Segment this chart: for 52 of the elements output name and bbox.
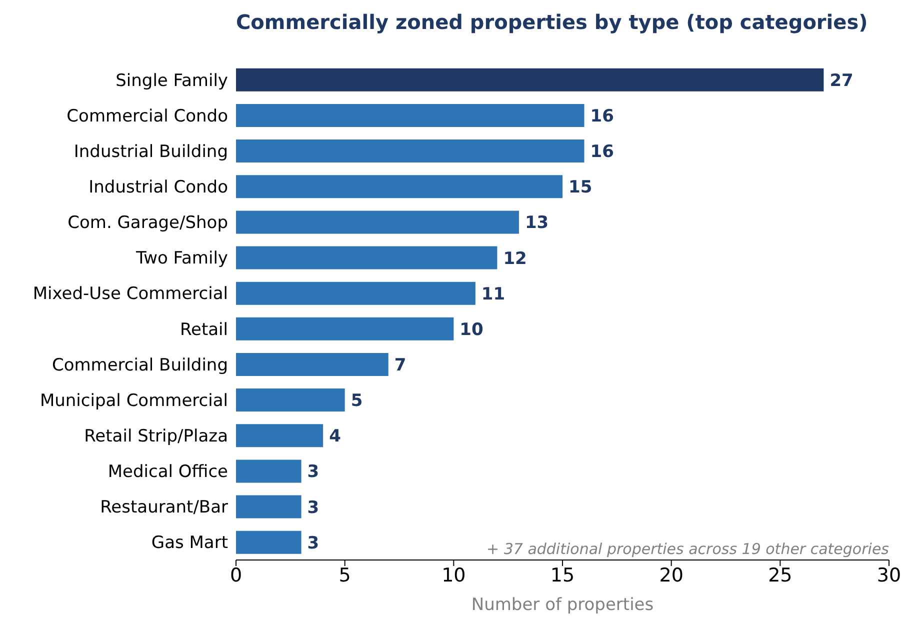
data-label: 15	[568, 178, 592, 198]
y-tick-label: Commercial Condo	[66, 106, 228, 126]
y-tick-label: Gas Mart	[151, 533, 228, 554]
data-label: 5	[350, 391, 363, 412]
data-label: 11	[481, 284, 506, 304]
data-label: 4	[329, 426, 342, 447]
data-label: 16	[590, 142, 614, 162]
chart-title: Commercially zoned properties by type (top categories)	[236, 10, 868, 34]
y-tick-label: Single Family	[116, 70, 228, 91]
bar	[236, 175, 562, 198]
x-tick-label: 5	[338, 564, 351, 586]
data-label: 13	[524, 213, 549, 234]
bar	[236, 424, 324, 448]
x-tick-label: 25	[768, 564, 792, 586]
bar	[236, 282, 476, 305]
bar	[236, 530, 302, 554]
data-label: 3	[307, 498, 320, 518]
bar	[236, 210, 519, 234]
data-label: 3	[307, 462, 320, 482]
y-tick-label: Industrial Building	[74, 142, 228, 162]
data-label: 10	[460, 320, 484, 340]
bar	[236, 317, 454, 340]
y-tick-label: Commercial Building	[52, 355, 228, 376]
y-tick-label: Two Family	[135, 248, 228, 269]
annotation: + 37 additional properties across 19 other categories	[486, 540, 889, 558]
y-tick-label: Municipal Commercial	[40, 390, 228, 411]
y-tick-label: Restaurant/Bar	[100, 498, 228, 518]
bar	[236, 246, 498, 270]
bar	[236, 104, 584, 127]
data-label: 27	[830, 70, 854, 91]
x-tick-label: 10	[442, 564, 466, 586]
x-tick-label: 0	[230, 564, 242, 586]
x-axis-title: Number of properties	[471, 595, 654, 615]
y-tick-label: Retail	[180, 320, 228, 340]
data-label: 7	[394, 356, 406, 376]
x-tick-label: 15	[550, 564, 575, 586]
y-tick-label: Com. Garage/Shop	[68, 213, 228, 234]
bar	[236, 460, 302, 483]
data-label: 16	[590, 106, 614, 127]
bar	[236, 352, 388, 376]
y-tick-label: Medical Office	[108, 462, 228, 482]
y-tick-label: Mixed-Use Commercial	[32, 284, 228, 304]
bar	[236, 495, 302, 518]
data-label: 3	[307, 533, 320, 554]
data-label: 12	[503, 248, 527, 269]
x-tick-label: 30	[876, 564, 902, 586]
bar	[236, 140, 584, 163]
y-tick-label: Retail Strip/Plaza	[84, 426, 228, 447]
x-tick-label: 20	[659, 564, 684, 586]
y-tick-label: Industrial Condo	[88, 178, 228, 198]
bar	[236, 68, 824, 92]
bar	[236, 388, 345, 412]
